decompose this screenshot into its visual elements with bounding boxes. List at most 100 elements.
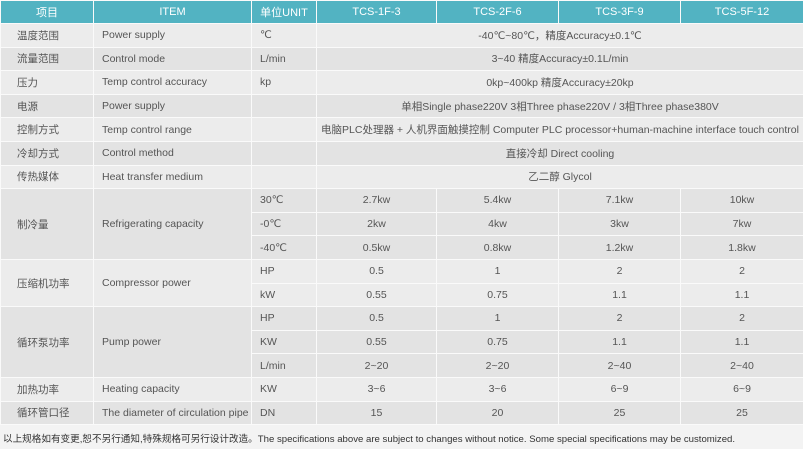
header-cell: 项目 xyxy=(0,0,94,24)
unit-cell: 30℃ xyxy=(251,188,317,213)
model-value: 2~20 xyxy=(436,353,559,378)
item-cn: 控制方式 xyxy=(0,117,94,142)
item-en: Heating capacity xyxy=(93,376,252,402)
table-row: -0℃ 2kw 4kw 3kw 7kw xyxy=(1,211,803,237)
item-en: Temp control range xyxy=(93,117,252,142)
unit-cell: L/min xyxy=(251,353,317,378)
unit-cell: -40℃ xyxy=(251,235,317,260)
table-row: 压缩机功率 Compressor power HP 0.5 1 2 2 xyxy=(0,258,803,308)
model-value: 2~40 xyxy=(558,353,681,378)
item-cn: 温度范围 xyxy=(0,23,94,48)
model-value: 2kw xyxy=(316,211,437,237)
model-value: 15 xyxy=(316,400,437,426)
model-value: 6~9 xyxy=(680,376,803,402)
unit-cell: L/min xyxy=(251,46,317,72)
model-value: 0.8kw xyxy=(436,235,559,260)
model-value: 2 xyxy=(558,306,681,331)
model-value: 25 xyxy=(558,400,681,426)
table-row: kW 0.55 0.75 1.1 1.1 xyxy=(1,282,803,308)
model-value: 5.4kw xyxy=(436,188,559,213)
item-cn: 冷却方式 xyxy=(0,140,94,166)
item-cn: 压缩机功率 xyxy=(0,258,94,308)
model-value: 0.75 xyxy=(436,282,559,308)
merged-value: 乙二醇 Glycol xyxy=(316,164,803,190)
unit-cell: kW xyxy=(251,282,317,308)
unit-cell xyxy=(251,140,317,166)
table-row: 循环泵功率 Pump power HP 0.5 1 2 2 xyxy=(0,306,803,378)
item-en: The diameter of circulation pipe xyxy=(93,400,252,426)
table-row: L/min 2~20 2~20 2~40 2~40 xyxy=(1,353,803,378)
model-value: 1.1 xyxy=(680,282,803,308)
table-row: 流量范围 Control mode L/min 3~40 精度Accuracy±0.1… xyxy=(0,46,803,72)
merged-value: -40℃~80℃，精度Accuracy±0.1℃ xyxy=(316,23,803,48)
model-value: 0.5 xyxy=(316,306,437,331)
item-cn: 循环泵功率 xyxy=(0,306,94,378)
item-cn: 流量范围 xyxy=(0,46,94,72)
table-row: 温度范围 Power supply ℃ -40℃~80℃，精度Accuracy±0.1… xyxy=(0,23,803,48)
model-value: 0.55 xyxy=(316,329,437,355)
model-value: 2 xyxy=(558,258,681,284)
model-value: 2~20 xyxy=(316,353,437,378)
footnote: 以上规格如有变更,恕不另行通知,特殊规格可另行设计改造。The specific… xyxy=(3,434,736,446)
unit-cell: DN xyxy=(251,400,317,426)
model-value: 3~6 xyxy=(436,376,559,402)
model-value: 25 xyxy=(680,400,803,426)
unit-cell xyxy=(251,117,317,142)
model-value: 1.1 xyxy=(558,329,681,355)
model-value: 2.7kw xyxy=(316,188,437,213)
model-value: 1.1 xyxy=(680,329,803,355)
model-value: 4kw xyxy=(436,211,559,237)
model-value: 6~9 xyxy=(558,376,681,402)
model-value: 20 xyxy=(436,400,559,426)
item-en: Pump power xyxy=(93,306,252,378)
unit-cell: kp xyxy=(251,70,317,95)
model-value: 1 xyxy=(436,258,559,284)
merged-value: 单相Single phase220V 3相Three phase220V / 3… xyxy=(316,93,803,119)
model-value: 7.1kw xyxy=(558,188,681,213)
model-value: 1.2kw xyxy=(558,235,681,260)
merged-value: 3~40 精度Accuracy±0.1L/min xyxy=(316,46,803,72)
item-cn: 压力 xyxy=(0,70,94,95)
item-en: Control method xyxy=(93,140,252,166)
model-value: 0.55 xyxy=(316,282,437,308)
table-row: 循环管口径 The diameter of circulation pipe DN 1… xyxy=(0,400,803,426)
model-value: 2 xyxy=(680,306,803,331)
table-row: 加热功率 Heating capacity KW 3~6 3~6 6~9 6~9 xyxy=(0,376,803,402)
item-en: Refrigerating capacity xyxy=(93,188,252,260)
unit-cell: KW xyxy=(251,376,317,402)
unit-cell xyxy=(251,93,317,119)
header-row: 项目 ITEM 单位UNIT TCS-1F-3 TCS-2F-6 TCS-3F-9 TCS-… xyxy=(0,0,803,24)
item-en: Power supply xyxy=(93,93,252,119)
table-row: 压力 Temp control accuracy kp 0kp~400kp 精度Acc… xyxy=(0,70,803,95)
model-value: 2 xyxy=(680,258,803,284)
header-cell: TCS-1F-3 xyxy=(316,0,437,24)
model-value: 2~40 xyxy=(680,353,803,378)
item-en: Control mode xyxy=(93,46,252,72)
model-value: 0.75 xyxy=(436,329,559,355)
table-row: -40℃ 0.5kw 0.8kw 1.2kw 1.8kw xyxy=(1,235,803,260)
table-row: 冷却方式 Control method 直接冷却 Direct cooling xyxy=(0,140,803,166)
table-row: 制冷量 Refrigerating capacity 30℃ 2.7kw 5.4kw 7.… xyxy=(0,188,803,260)
merged-value: 0kp~400kp 精度Accuracy±20kp xyxy=(316,70,803,95)
model-value: 3~6 xyxy=(316,376,437,402)
table-row: 传热媒体 Heat transfer medium 乙二醇 Glycol xyxy=(0,164,803,190)
header-cell: 单位UNIT xyxy=(251,0,317,24)
header-cell: TCS-3F-9 xyxy=(558,0,681,24)
model-value: 1.8kw xyxy=(680,235,803,260)
model-value: 3kw xyxy=(558,211,681,237)
table-row: 电源 Power supply 单相Single phase220V 3相Three… xyxy=(0,93,803,119)
unit-cell: HP xyxy=(251,258,317,284)
model-value: 10kw xyxy=(680,188,803,213)
merged-value: 直接冷却 Direct cooling xyxy=(316,140,803,166)
header-cell: ITEM xyxy=(93,0,252,24)
table-row: 控制方式 Temp control range 电脑PLC处理器 + 人机界面触摸控… xyxy=(0,117,803,142)
item-cn: 传热媒体 xyxy=(0,164,94,190)
item-cn: 制冷量 xyxy=(0,188,94,260)
header-cell: TCS-5F-12 xyxy=(680,0,803,24)
model-value: 7kw xyxy=(680,211,803,237)
item-en: Temp control accuracy xyxy=(93,70,252,95)
unit-cell: ℃ xyxy=(251,23,317,48)
table-row: KW 0.55 0.75 1.1 1.1 xyxy=(1,329,803,355)
unit-cell xyxy=(251,164,317,190)
item-en: Compressor power xyxy=(93,258,252,308)
